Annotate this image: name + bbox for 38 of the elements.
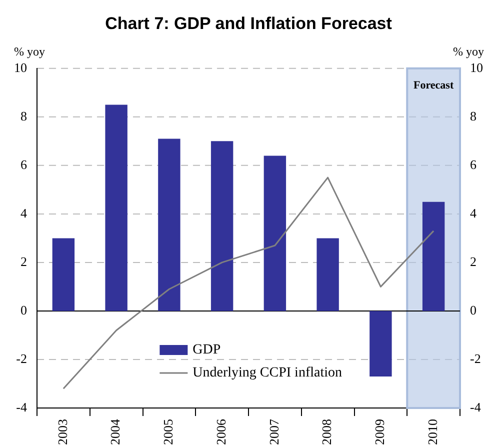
y2-tick-label: 4 <box>470 205 477 220</box>
y-axis-title: % yoy <box>14 44 45 59</box>
legend-label: Underlying CCPI inflation <box>192 366 342 381</box>
y-tick-label: 6 <box>20 156 28 172</box>
y2-tick-label: 0 <box>470 302 476 318</box>
chart-title: Chart 7: GDP and Inflation Forecast <box>105 14 392 33</box>
y-tick-label: 8 <box>20 108 27 124</box>
y-tick-label: 2 <box>20 254 27 269</box>
bar <box>105 104 128 311</box>
bar <box>158 138 180 311</box>
y2-tick-label: 10 <box>470 60 483 75</box>
y2-tick-label: 6 <box>470 156 477 172</box>
bar <box>264 156 286 311</box>
y2-tick-label: -4 <box>470 399 482 414</box>
legend-label: GDP <box>192 342 221 358</box>
y2-axis-title: % yoy <box>453 44 484 59</box>
y2-tick-label: 2 <box>470 254 476 269</box>
bar <box>370 310 392 376</box>
bar <box>52 238 75 311</box>
band-label: Forecast <box>414 80 454 92</box>
x-tick-label: 2003 <box>54 419 70 445</box>
x-tick-label: 2008 <box>319 419 334 445</box>
bar <box>210 141 234 311</box>
y2-tick-label: 8 <box>470 108 476 124</box>
x-tick-label: 2006 <box>213 418 228 445</box>
y-tick-label: -2 <box>16 350 27 366</box>
bar <box>422 202 445 311</box>
x-tick-label: 2009 <box>372 419 388 445</box>
x-tick-label: 2010 <box>424 419 440 445</box>
y-tick-label: 0 <box>20 302 27 318</box>
y2-tick-label: -2 <box>470 350 481 366</box>
x-tick-label: 2007 <box>266 418 282 445</box>
y-tick-label: -4 <box>16 399 28 414</box>
x-tick-label: 2005 <box>160 419 176 445</box>
x-tick-label: 2004 <box>108 418 123 445</box>
y-tick-label: 10 <box>14 60 27 75</box>
y-tick-label: 4 <box>20 205 28 220</box>
bar <box>316 238 339 311</box>
